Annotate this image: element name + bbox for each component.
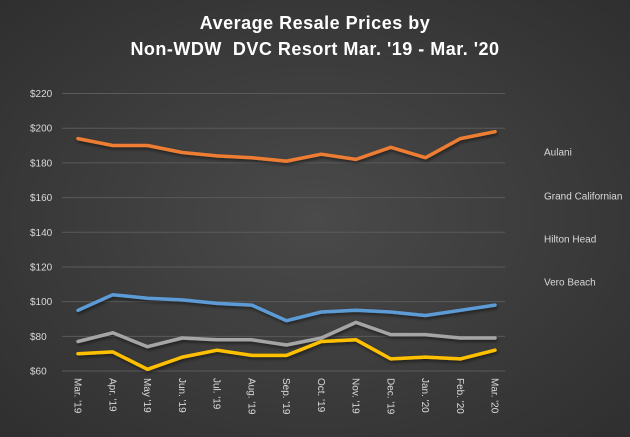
series-line-vero-beach	[76, 338, 497, 372]
y-tick-label: $160	[30, 193, 53, 204]
legend-label: Aulani	[544, 148, 572, 159]
y-tick-label: $220	[30, 89, 53, 100]
x-tick-label: Aug. '19	[245, 378, 256, 415]
x-tick-label: Dec. '19	[384, 378, 395, 415]
series-line-hilton-head	[76, 320, 497, 349]
y-tick-label: $100	[30, 297, 53, 308]
legend-label: Grand Californian	[544, 192, 622, 203]
x-tick-label: Jan. '20	[419, 378, 430, 413]
x-tick-label: Apr. '19	[106, 378, 117, 412]
y-tick-label: $60	[30, 367, 47, 378]
x-tick-label: Mar. '20	[489, 378, 500, 414]
x-tick-label: Nov. '19	[350, 378, 361, 414]
y-tick-label: $140	[30, 228, 53, 239]
legend-label: Vero Beach	[544, 278, 596, 289]
y-tick-label: $200	[30, 124, 53, 135]
series-line-aulani	[76, 292, 497, 323]
x-tick-label: Jun. '19	[176, 378, 187, 413]
x-tick-label: Jul. '19	[211, 378, 222, 410]
y-tick-label: $80	[30, 332, 47, 343]
legend-label: Hilton Head	[544, 235, 596, 246]
y-tick-label: $120	[30, 262, 53, 273]
y-tick-label: $180	[30, 158, 53, 169]
x-tick-label: Feb. '20	[454, 378, 465, 414]
x-tick-label: May '19	[141, 378, 152, 413]
x-tick-label: Sep. '19	[280, 378, 291, 415]
chart-title-line-2: Non-WDW DVC Resort Mar. '19 - Mar. '20	[130, 39, 499, 59]
x-tick-label: Oct. '19	[315, 378, 326, 413]
series-line-grand-californian	[76, 129, 497, 163]
chart-title-line-1: Average Resale Prices by	[200, 13, 430, 33]
x-tick-label: Mar. '19	[72, 378, 83, 414]
